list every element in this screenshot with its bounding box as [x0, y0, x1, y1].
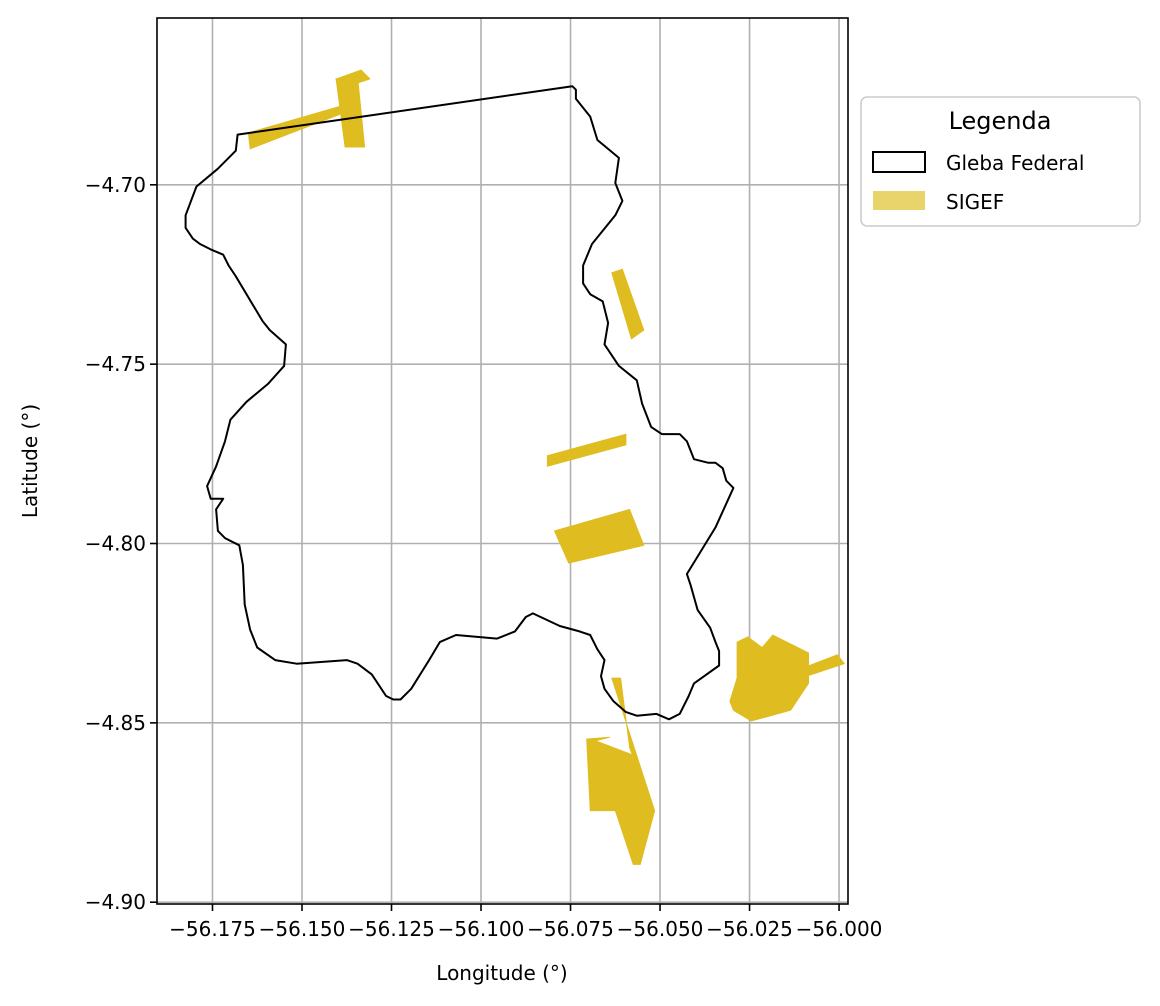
legend-title: Legenda	[949, 107, 1052, 135]
map-layers	[184, 69, 846, 865]
sigef-parcel	[586, 677, 656, 865]
x-tick-label: −56.025	[706, 917, 793, 941]
sigef-parcel	[761, 639, 781, 656]
sigef-parcel	[553, 508, 645, 564]
legend: Legenda Gleba Federal SIGEF	[860, 96, 1141, 227]
x-tick-label: −56.100	[438, 917, 525, 941]
sigef-layer	[247, 69, 846, 865]
x-tick-label: −56.000	[796, 917, 883, 941]
x-tick-label: −56.150	[259, 917, 346, 941]
sigef-parcel	[335, 69, 371, 87]
x-tick-label: −56.075	[527, 917, 614, 941]
legend-label-gleba-federal: Gleba Federal	[946, 151, 1084, 175]
sigef-parcel	[546, 433, 627, 467]
y-tick-label: −4.80	[85, 532, 146, 556]
x-tick-label: −56.125	[348, 917, 435, 941]
legend-frame	[860, 96, 1141, 227]
y-axis-ticks: −4.70 −4.75 −4.80 −4.85 −4.90	[85, 173, 157, 914]
y-tick-label: −4.75	[85, 352, 146, 376]
sigef-parcel	[729, 634, 809, 722]
y-tick-label: −4.85	[85, 711, 146, 735]
sigef-parcel	[611, 268, 645, 340]
y-tick-label: −4.70	[85, 173, 146, 197]
plot-frame	[156, 17, 849, 905]
x-axis-ticks: −56.175 −56.150 −56.125 −56.100 −56.075 −56.0…	[169, 904, 882, 941]
x-tick-label: −56.175	[169, 917, 256, 941]
legend-swatch-gleba-federal	[872, 151, 926, 173]
gleba-federal-layer	[184, 85, 735, 721]
y-tick-label: −4.90	[85, 890, 146, 914]
y-axis-label: Latitude (°)	[18, 404, 42, 518]
x-tick-label: −56.050	[617, 917, 704, 941]
gridlines	[157, 18, 848, 904]
legend-label-sigef: SIGEF	[946, 190, 1004, 214]
legend-swatch-sigef	[873, 191, 925, 210]
gleba-federal-boundary	[184, 85, 735, 721]
sigef-parcel	[790, 654, 846, 683]
x-axis-label: Longitude (°)	[436, 961, 567, 985]
